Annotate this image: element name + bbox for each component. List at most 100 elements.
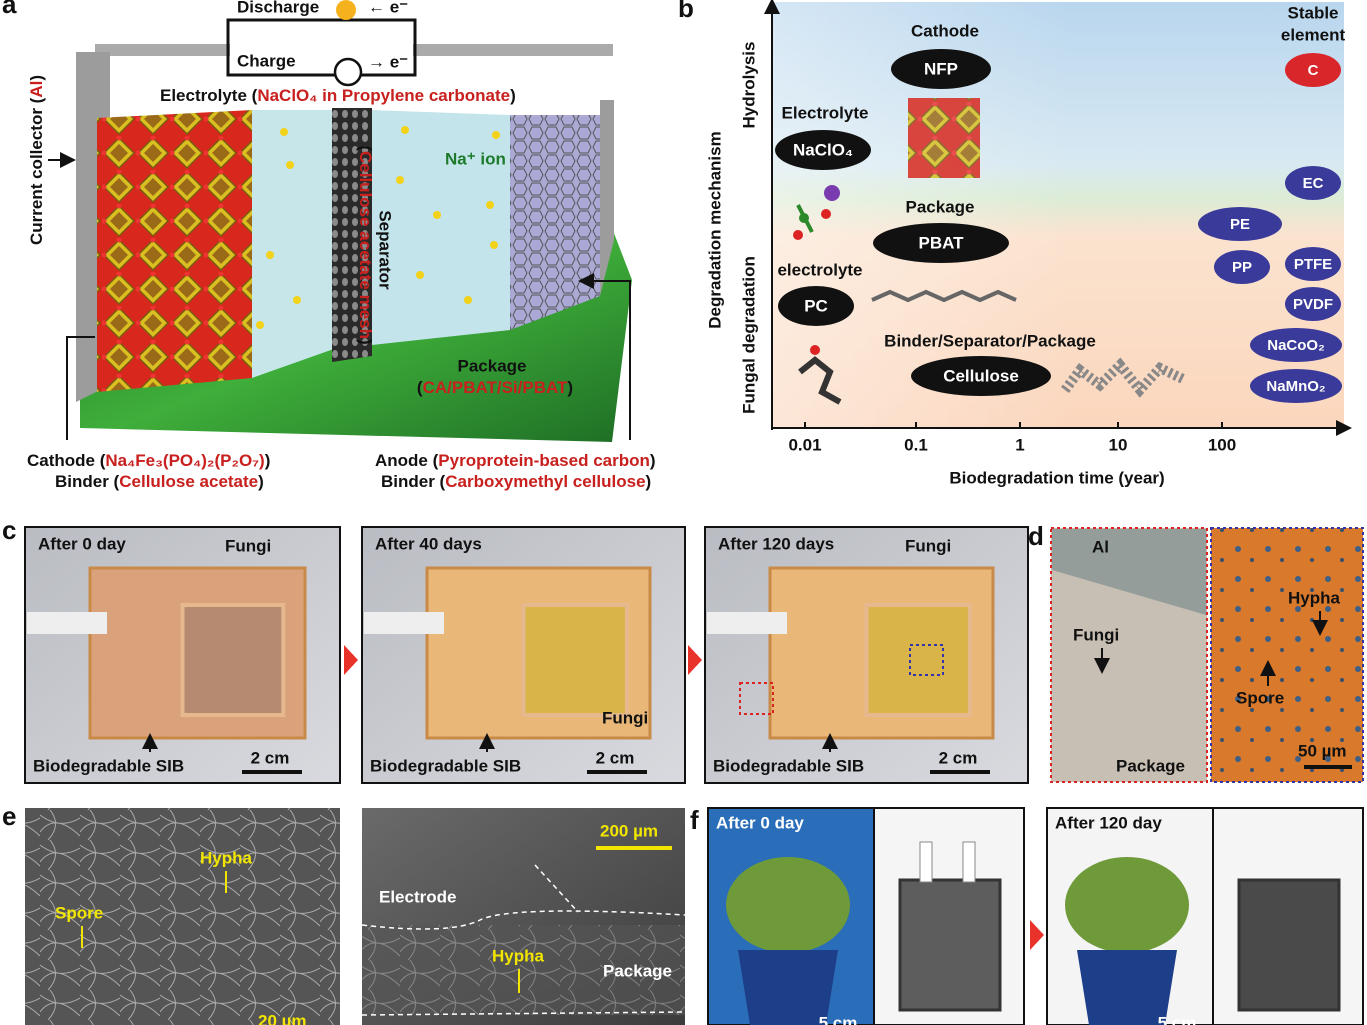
circuit-label: Charge xyxy=(237,51,296,70)
item-title: Package xyxy=(906,197,975,216)
text: CA/PBAT/Si/PBAT xyxy=(423,378,568,397)
circuit xyxy=(226,18,417,77)
label: Spore xyxy=(1236,688,1284,707)
label: Electrode xyxy=(379,887,456,906)
stable-name: PE xyxy=(1230,216,1250,233)
item-title: Cathode xyxy=(911,21,979,40)
panel-b: b Degradation mechanism Hydrolysis Funga… xyxy=(678,0,1352,487)
stable-pill xyxy=(1198,207,1282,241)
package-base xyxy=(80,228,632,442)
text: ) xyxy=(510,86,516,105)
tab xyxy=(962,841,976,883)
sample-label: Biodegradable SIB xyxy=(33,756,184,775)
item-name: PC xyxy=(804,296,828,315)
text: Electrolyte ( xyxy=(160,86,258,105)
y-group-label: Fungal degradation xyxy=(739,256,758,414)
stable-pill xyxy=(1285,166,1341,200)
tab xyxy=(27,612,107,634)
label: Package xyxy=(603,961,672,980)
cathode-label: Cathode (Na₄Fe₃(PO₄)₂(P₂O₇)) xyxy=(27,451,270,470)
scale-label: 20 µm xyxy=(258,1011,307,1025)
sample-label: Biodegradable SIB xyxy=(713,756,864,775)
electrode xyxy=(180,603,286,717)
fungi-label: Fungi xyxy=(225,536,271,555)
electrode xyxy=(864,603,972,717)
panel-label: c xyxy=(2,515,16,545)
cathode-block xyxy=(97,110,252,392)
tab xyxy=(364,612,444,634)
item-pill xyxy=(891,49,991,89)
panel-a: a Discharge ← e⁻ Charge → e⁻ Electrolyte… xyxy=(2,0,656,491)
sem-image xyxy=(25,808,340,1025)
text: Anode ( xyxy=(375,451,439,470)
power-icon xyxy=(333,57,363,87)
electron-label: ← e⁻ xyxy=(368,0,408,16)
panel-label: e xyxy=(2,801,16,831)
label: Package xyxy=(1116,756,1185,775)
package-label: Package xyxy=(458,356,527,375)
text: Cellulose acetate xyxy=(119,472,258,491)
electrolyte-label: Electrolyte (NaClO₄ in Propylene carbona… xyxy=(160,86,516,105)
separator-material: (Cellulose acetate mesh) xyxy=(356,145,375,344)
time-label: After 0 day xyxy=(38,534,126,553)
collector-bar xyxy=(95,44,230,56)
binder-label: Binder (Cellulose acetate) xyxy=(55,472,264,491)
pouch-cell xyxy=(898,878,1002,1012)
package-material: (CA/PBAT/Si/PBAT) xyxy=(417,378,573,397)
text: NaClO₄ in Propylene carbonate xyxy=(257,86,510,105)
leader-line xyxy=(578,273,631,440)
text: Binder ( xyxy=(381,472,446,491)
panel-label: b xyxy=(678,0,694,23)
inset-box xyxy=(739,682,774,715)
label: Hypha xyxy=(200,848,253,867)
stable-name: EC xyxy=(1303,175,1324,192)
text: ) xyxy=(265,451,271,470)
label: Hypha xyxy=(492,946,545,965)
item-pill xyxy=(775,130,871,170)
inset-box xyxy=(909,644,944,676)
molecule-image xyxy=(793,185,1188,405)
item-name: NaClO₄ xyxy=(793,140,853,159)
stable-name: PP xyxy=(1232,259,1252,276)
scale-label: 2 cm xyxy=(596,748,635,767)
separator-block xyxy=(332,108,372,362)
text: Cathode ( xyxy=(27,451,106,470)
stable-pill xyxy=(1250,369,1342,403)
na-ions xyxy=(256,126,500,329)
item-pill xyxy=(873,223,1009,263)
red-arrow xyxy=(344,645,358,675)
stable-name: C xyxy=(1308,62,1319,79)
panel-c: c After 0 day Fungi Biodegradable SIB 2 cm A… xyxy=(2,515,1029,784)
text: Pyroprotein-based carbon xyxy=(438,451,650,470)
collector-label: Current collector (Al) xyxy=(27,75,46,245)
scale-label: 50 µm xyxy=(1298,741,1347,760)
stable-name: NaMnO₂ xyxy=(1266,378,1325,395)
stable-title: Stable xyxy=(1287,3,1338,22)
stable-name: PTFE xyxy=(1294,256,1332,273)
sample-label: Biodegradable SIB xyxy=(370,756,521,775)
binder-label: Binder (Carboxymethyl cellulose) xyxy=(381,472,651,491)
stable-pill xyxy=(1285,287,1341,321)
scale-label: 2 cm xyxy=(939,748,978,767)
stable-name: NaCoO₂ xyxy=(1267,337,1325,354)
label: Fungi xyxy=(1073,625,1119,644)
scale-label: 5 cm xyxy=(1158,1013,1197,1025)
micrograph xyxy=(1210,527,1364,783)
red-arrow xyxy=(1030,920,1044,950)
sem-layer xyxy=(362,925,685,1015)
plant xyxy=(1065,857,1189,953)
text: Cellulose acetate mesh xyxy=(356,151,375,339)
label: Spore xyxy=(55,903,103,922)
tab xyxy=(919,841,933,883)
y-group-label: Hydrolysis xyxy=(739,42,758,129)
item-pill xyxy=(911,356,1051,396)
text: Binder ( xyxy=(55,472,120,491)
x-axis-title: Biodegradation time (year) xyxy=(949,468,1164,487)
stable-pill xyxy=(1285,247,1341,281)
text: ) xyxy=(650,451,656,470)
electrolyte-block xyxy=(252,110,345,378)
electrode xyxy=(521,603,629,717)
text: ) xyxy=(567,378,573,397)
ion-label: Na⁺ ion xyxy=(445,149,506,168)
